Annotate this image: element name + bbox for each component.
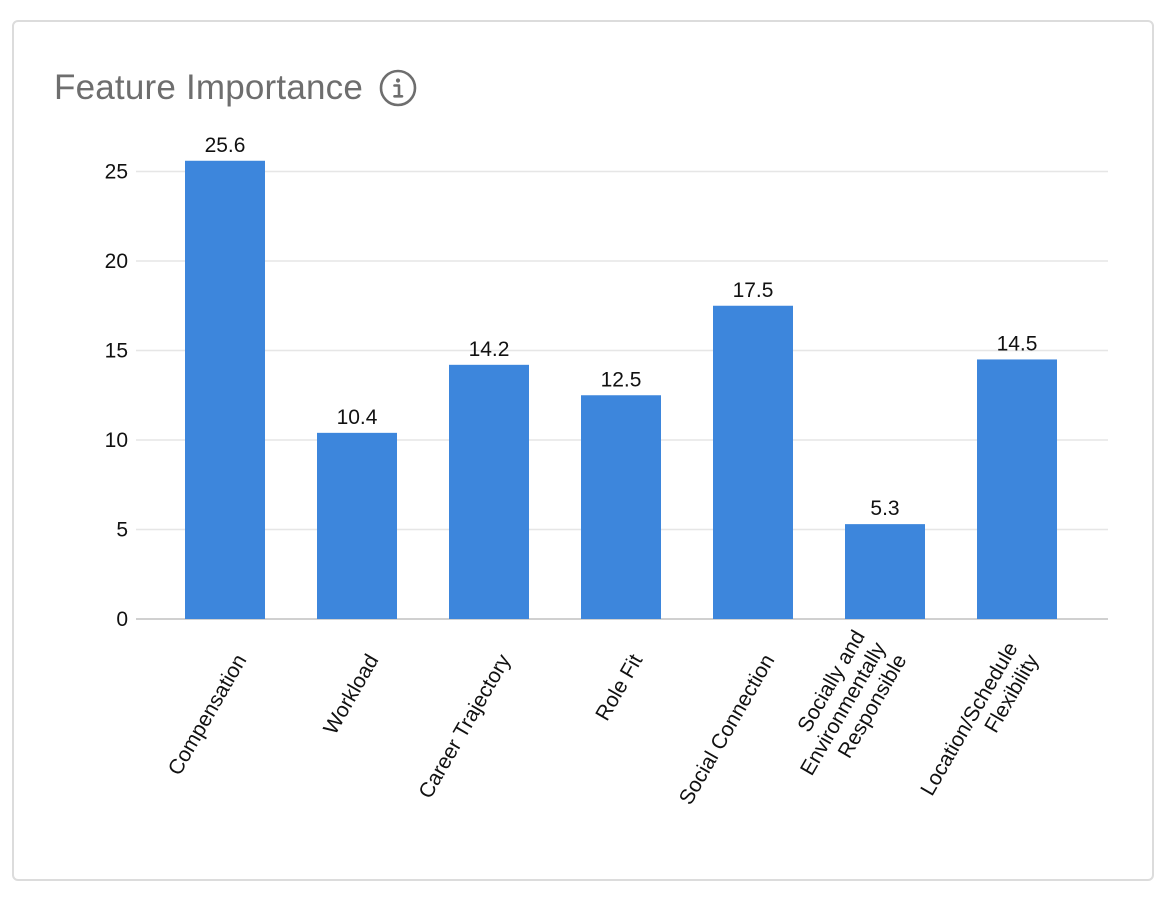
data-label: 14.2 bbox=[469, 338, 510, 361]
x-tick-label: Social Connection bbox=[675, 651, 780, 809]
x-tick-label: Socially andEnvironmentallyResponsible bbox=[775, 626, 911, 791]
y-tick-label: 0 bbox=[116, 608, 128, 631]
x-tick-label: Career Trajectory bbox=[414, 650, 515, 802]
data-label: 5.3 bbox=[870, 497, 899, 520]
y-tick-label: 20 bbox=[105, 250, 128, 273]
data-label: 17.5 bbox=[733, 279, 774, 302]
bar[interactable] bbox=[977, 359, 1057, 619]
card-title: Feature Importance bbox=[54, 68, 364, 107]
info-icon[interactable] bbox=[379, 69, 417, 107]
bar[interactable] bbox=[713, 305, 793, 619]
x-tick-label: Role Fit bbox=[591, 650, 647, 724]
card-header: Feature Importance bbox=[54, 66, 417, 110]
data-label: 25.6 bbox=[205, 134, 246, 157]
y-tick-label: 10 bbox=[105, 429, 128, 452]
y-tick-label: 25 bbox=[105, 161, 128, 184]
bar[interactable] bbox=[845, 524, 925, 619]
bar[interactable] bbox=[185, 160, 265, 619]
bar[interactable] bbox=[317, 432, 397, 619]
y-tick-label: 5 bbox=[116, 519, 128, 542]
x-tick-label: Location/ScheduleFlexibility bbox=[916, 638, 1043, 812]
data-label: 12.5 bbox=[601, 368, 642, 391]
x-tick-label: Compensation bbox=[164, 651, 252, 780]
bar[interactable] bbox=[449, 364, 529, 619]
bar[interactable] bbox=[581, 395, 661, 619]
y-tick-label: 15 bbox=[105, 340, 128, 363]
data-label: 14.5 bbox=[997, 332, 1038, 355]
data-label: 10.4 bbox=[337, 406, 378, 429]
x-tick-label: Workload bbox=[319, 651, 383, 739]
